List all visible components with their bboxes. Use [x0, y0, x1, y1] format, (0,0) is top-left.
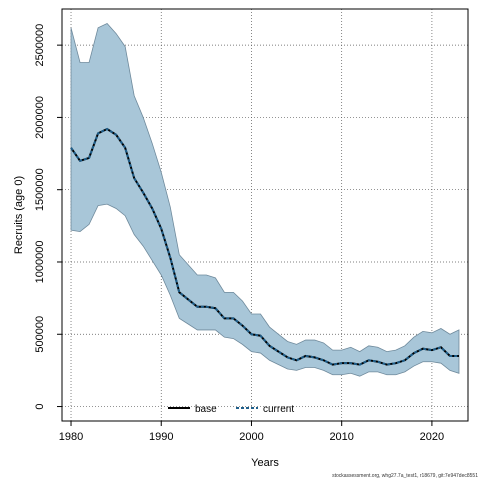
- x-tick-label: 1980: [59, 431, 83, 443]
- series-line-current: [70, 127, 459, 366]
- legend: base current: [168, 404, 294, 415]
- y-tick-label: 500000: [34, 316, 46, 353]
- plot-frame: [61, 8, 469, 422]
- y-axis: 0 500000 1000000 1500000 2000000 2500000: [34, 24, 62, 410]
- x-axis-title: Years: [251, 457, 279, 469]
- legend-label-base: base: [195, 404, 217, 415]
- x-tick-label: 2020: [420, 431, 444, 443]
- footer-version-text: stockassessment.org, whg27.7a_test1, r18…: [332, 473, 478, 479]
- y-tick-label: 2000000: [34, 96, 46, 139]
- x-axis: 1980 1990 2000 2010 2020: [59, 421, 444, 443]
- x-tick-label: 2010: [329, 431, 353, 443]
- y-tick-label: 1500000: [34, 168, 46, 211]
- y-tick-label: 0: [34, 403, 46, 409]
- y-axis-title: Recruits (age 0): [13, 176, 25, 254]
- series-lines: [70, 127, 459, 366]
- y-tick-label: 2500000: [34, 24, 46, 67]
- confidence-band: [70, 22, 460, 377]
- legend-label-current: current: [263, 404, 294, 415]
- x-tick-label: 2000: [239, 431, 263, 443]
- y-tick-label: 1000000: [34, 241, 46, 284]
- x-tick-label: 1990: [149, 431, 173, 443]
